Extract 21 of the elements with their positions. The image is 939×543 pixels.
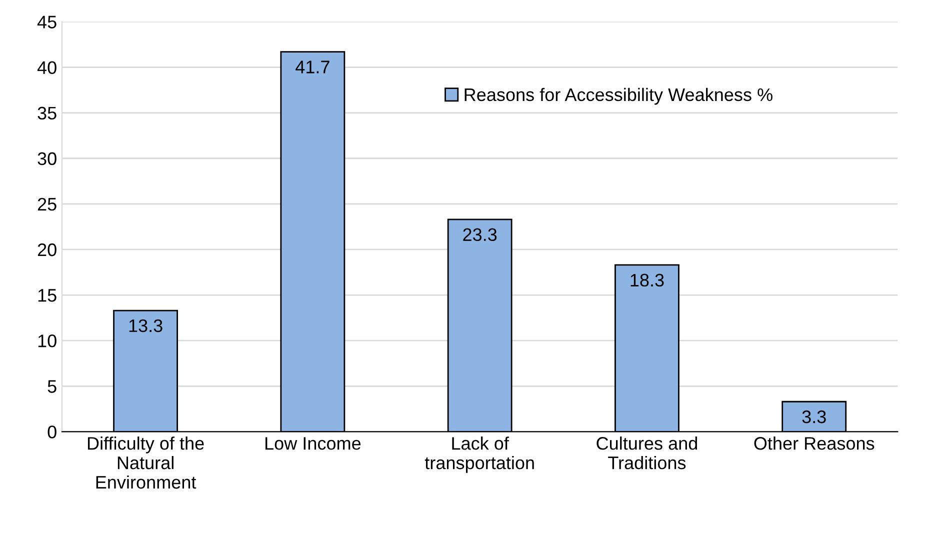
y-tick-label: 45 <box>37 16 56 28</box>
y-tick-label: 25 <box>38 198 56 211</box>
data-label: 23.3 <box>463 228 497 242</box>
data-label: 18.3 <box>630 274 664 287</box>
y-tick-label: 35 <box>38 106 56 120</box>
legend-label: Reasons for Accessibility Weakness % <box>464 88 772 105</box>
x-tick-label: Cultures and Traditions <box>596 436 697 470</box>
y-tick-label: 30 <box>38 152 56 166</box>
x-tick-label: Difficulty of the Natural Environment <box>88 436 204 489</box>
y-tick-label: 20 <box>38 243 56 256</box>
y-tick-label: 5 <box>48 380 56 393</box>
y-tick-label: 10 <box>38 334 56 348</box>
data-label: 13.3 <box>129 319 162 332</box>
data-label: 41.7 <box>296 60 330 74</box>
x-tick-label: Lack of transportation <box>424 436 534 473</box>
data-label: 3.3 <box>802 410 826 424</box>
x-tick-label: Other Reasons <box>754 436 874 450</box>
x-tick-label: Low Income <box>265 437 361 450</box>
y-tick-label: 0 <box>48 426 56 438</box>
y-tick-label: 40 <box>37 61 56 74</box>
y-tick-label: 15 <box>38 289 56 302</box>
